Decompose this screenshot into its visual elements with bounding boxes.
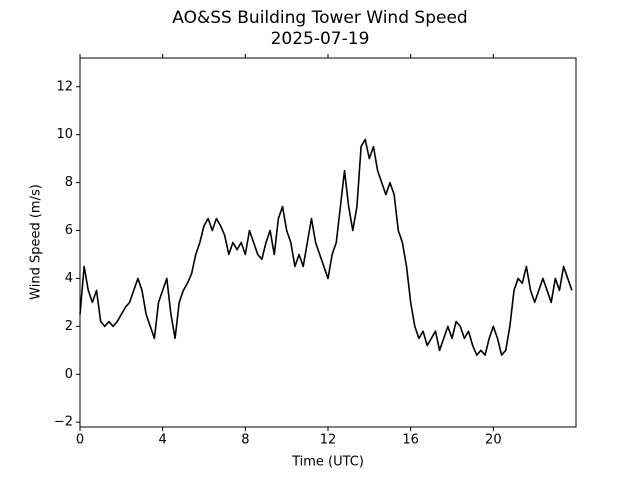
- x-axis-label: Time (UTC): [291, 455, 364, 470]
- plot-frame: [79, 57, 577, 428]
- y-tick-label: 12: [56, 79, 73, 94]
- y-tick-label: 4: [65, 271, 73, 286]
- x-tick-label: 16: [402, 433, 419, 448]
- y-tick-label: 2: [65, 319, 73, 334]
- x-tick-label: 20: [485, 433, 502, 448]
- chart-title: AO&SS Building Tower Wind Speed: [172, 8, 467, 28]
- chart-subtitle: 2025-07-19: [271, 29, 370, 49]
- x-tick-label: 12: [320, 433, 337, 448]
- y-tick-label: −2: [54, 415, 73, 430]
- x-tick-label: 4: [159, 433, 167, 448]
- y-axis-label: Wind Speed (m/s): [29, 184, 44, 300]
- y-tick-label: 10: [56, 127, 73, 142]
- data-line: [79, 138, 573, 356]
- y-tick-label: 6: [65, 223, 73, 238]
- y-tick-label: 8: [65, 175, 73, 190]
- x-tick-label: 8: [241, 433, 249, 448]
- y-tick-label: 0: [65, 367, 73, 382]
- x-tick-label: 0: [76, 433, 84, 448]
